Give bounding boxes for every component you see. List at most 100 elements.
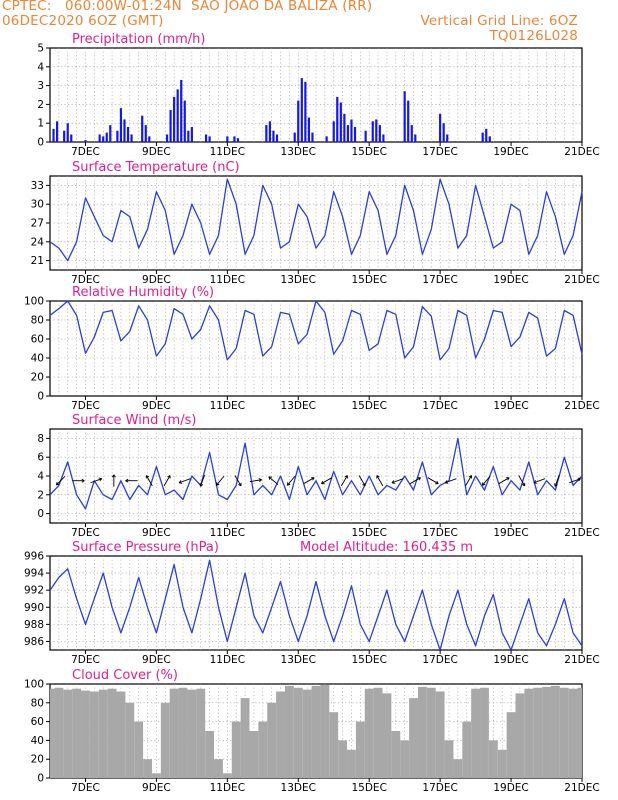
y-tick-label: 20 — [31, 754, 44, 766]
y-tick-label: 40 — [31, 735, 44, 747]
x-tick-label: 13DEC — [281, 400, 316, 412]
cloud-cover-bar — [160, 702, 170, 778]
precip-bar — [371, 121, 374, 142]
cloud-cover-bar — [347, 749, 356, 778]
cloud-cover-bar — [435, 691, 445, 778]
temp-series-line — [49, 178, 583, 262]
precip-bar — [265, 125, 268, 142]
precip-bar — [311, 132, 314, 142]
wind-vector-shaft — [249, 479, 262, 483]
x-tick-label: 9DEC — [142, 400, 171, 412]
cloud-cover-bar — [143, 759, 152, 778]
x-tick-label: 9DEC — [142, 654, 171, 666]
cloud-cover-bar — [373, 687, 383, 778]
precip-bar — [297, 100, 300, 142]
x-tick-label: 9DEC — [142, 782, 171, 794]
cloud-cover-bar — [364, 688, 374, 778]
precip-bar — [70, 134, 73, 142]
precip-bar — [55, 121, 59, 142]
panel-wind: 0 2 4 6 8 7DEC 9DEC 11DEC 13DEC 15DEC 17DEC 19DEC 21… — [37, 413, 599, 539]
wind-vector-head — [238, 484, 242, 487]
x-tick-label: 7DEC — [71, 400, 100, 412]
wind-vector-arrow — [554, 474, 560, 487]
precip-bar — [105, 132, 108, 142]
precip-bar — [233, 136, 236, 142]
header-model-id: TQ0126L028 — [489, 28, 578, 44]
x-tick-label: 21DEC — [564, 400, 599, 412]
wind-vector-shaft — [358, 475, 366, 487]
wind-vector-arrow — [90, 477, 103, 484]
x-tick-label: 15DEC — [351, 146, 386, 158]
x-tick-label: 11DEC — [210, 527, 245, 539]
wind-vector-arrow — [498, 477, 510, 485]
cloud-cover-bar — [63, 689, 73, 778]
x-tick-label: 15DEC — [351, 274, 386, 286]
cloud-cover-bar — [249, 731, 259, 778]
y-tick-label: 4 — [37, 61, 44, 73]
rh-series-line — [49, 300, 583, 361]
x-tick-label: 9DEC — [142, 146, 171, 158]
wind-vector-arrow — [533, 478, 546, 484]
precip-bar — [414, 134, 417, 142]
precip-bar — [300, 78, 303, 142]
wind-vector-arrow — [569, 477, 581, 484]
precip-bar — [485, 128, 488, 142]
y-tick-label: 20 — [31, 372, 44, 384]
x-tick-label: 17DEC — [422, 782, 457, 794]
precip-bar — [268, 121, 271, 142]
cloud-cover-bar — [258, 721, 268, 778]
wind-vector-arrow — [518, 475, 526, 487]
cloud-cover-bar — [276, 691, 285, 778]
cloud-cover-bar — [515, 693, 525, 778]
wind-vector-shaft — [234, 475, 242, 487]
precip-bar — [275, 134, 279, 142]
wind-vector-head — [533, 480, 537, 484]
cloud-cover-bar — [542, 686, 551, 778]
y-tick-label: 40 — [31, 353, 44, 365]
y-tick-label: 3 — [37, 80, 44, 92]
y-tick-label: 2 — [37, 489, 44, 501]
wind-vector-shaft — [303, 477, 315, 485]
y-tick-label: 100 — [24, 296, 44, 308]
wind-vector-shaft — [90, 478, 102, 484]
cloud-cover-bar — [338, 740, 348, 778]
precip-bar — [226, 136, 229, 142]
x-tick-label: 7DEC — [71, 274, 100, 286]
cloud-cover-bar — [409, 698, 418, 778]
cloud-cover-bar — [205, 731, 215, 778]
wind-vector-shaft — [409, 477, 421, 485]
cloud-cover-bar — [391, 731, 401, 778]
precip-bar — [353, 126, 357, 142]
cloud-cover-bar — [426, 687, 436, 778]
precip-bar — [236, 138, 240, 142]
wind-vector-arrow — [215, 475, 225, 486]
wind-vector-head — [507, 477, 510, 481]
cloud-cover-bar — [506, 712, 516, 778]
precip-bar — [144, 125, 147, 142]
y-tick-label: 30 — [31, 199, 44, 211]
header-grid-line-note: Vertical Grid Line: 6OZ — [420, 13, 578, 29]
precip-bar — [304, 81, 307, 142]
cloud-cover-bar — [293, 687, 303, 778]
precip-bar — [293, 132, 296, 142]
y-tick-label: 21 — [31, 255, 44, 267]
y-tick-label: 0 — [37, 391, 44, 403]
wind-vector-shaft — [56, 476, 66, 486]
precip-bar — [52, 128, 55, 142]
precip-bar — [204, 134, 208, 142]
wind-vector-head — [391, 480, 395, 484]
wind-vector-shaft — [376, 475, 384, 487]
precip-bar — [187, 130, 190, 142]
cloud-cover-bar — [559, 687, 569, 778]
precip-bar — [141, 115, 144, 142]
x-tick-label: 13DEC — [281, 146, 316, 158]
cloud-cover-bar — [50, 688, 55, 778]
x-tick-label: 19DEC — [493, 274, 528, 286]
y-tick-label: 27 — [31, 218, 44, 230]
wind-vector-shaft — [216, 475, 225, 486]
wind-vector-head — [578, 478, 581, 482]
cloud-cover-bar — [72, 688, 82, 778]
cloud-cover-bar — [284, 685, 294, 778]
precip-bar — [272, 130, 275, 142]
precip-bar — [109, 125, 112, 142]
